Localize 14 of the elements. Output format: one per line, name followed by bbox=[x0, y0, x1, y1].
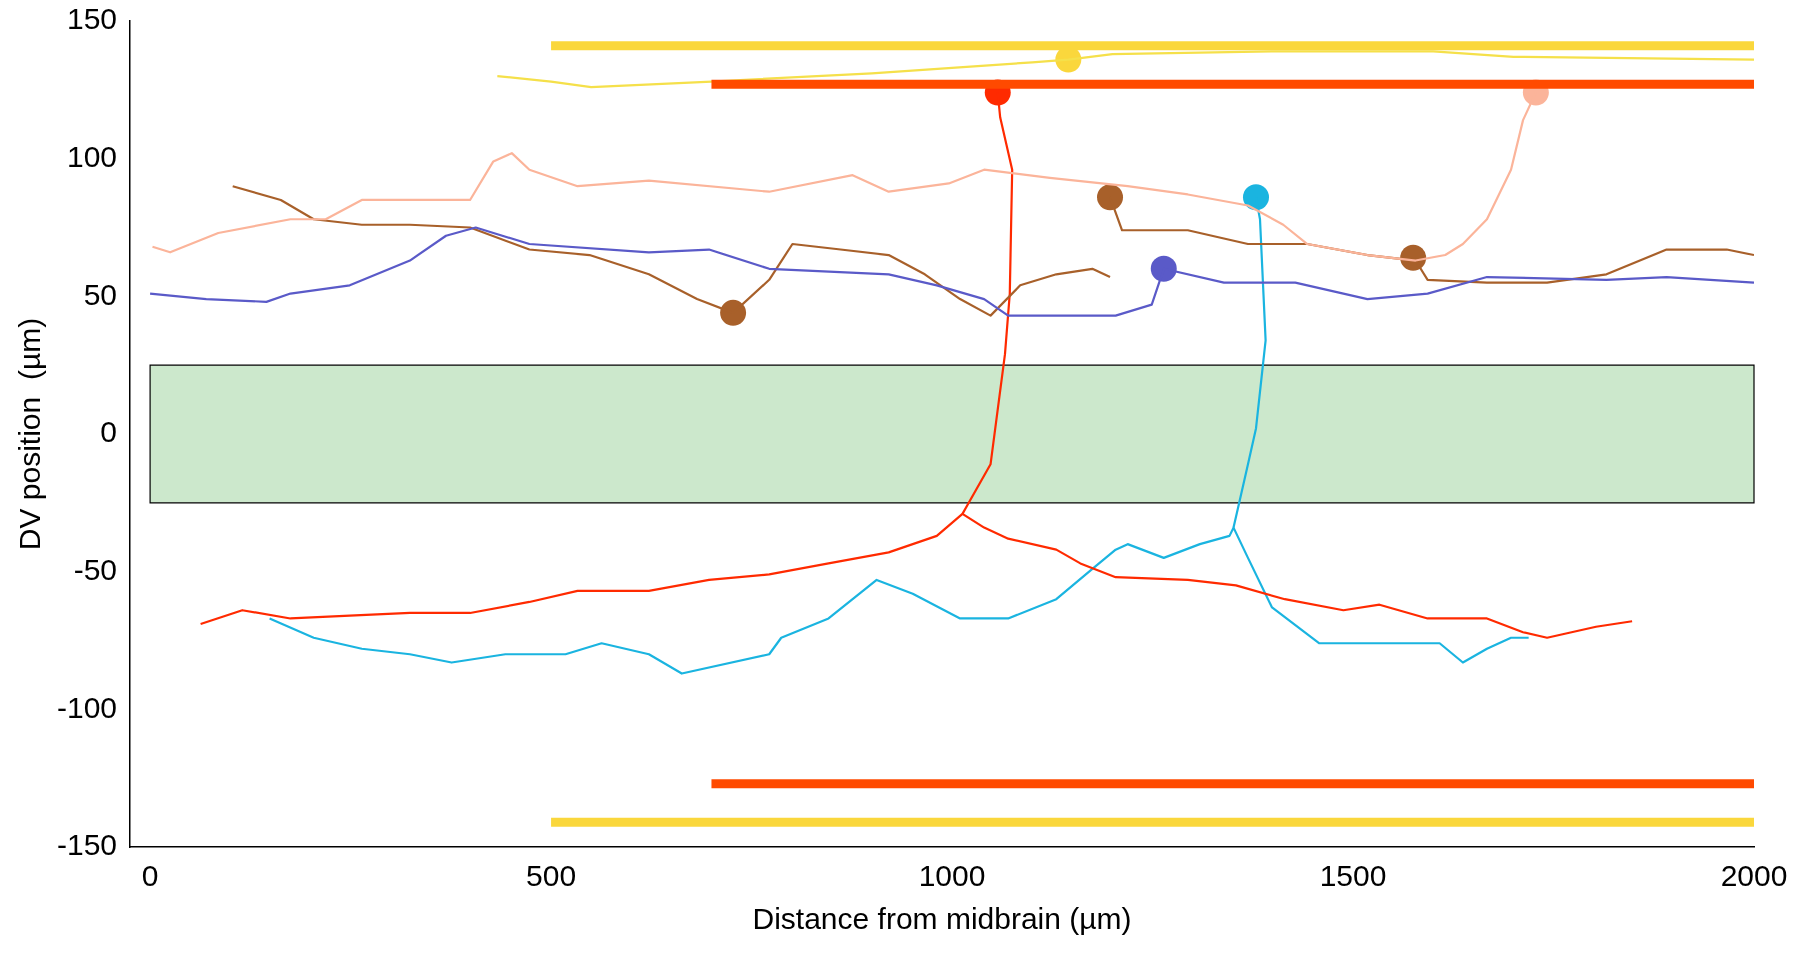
x-tick-label: 1000 bbox=[918, 859, 986, 893]
x-tick-label: 0 bbox=[141, 859, 159, 893]
y-axis-title: DV position (µm) bbox=[13, 317, 47, 551]
y-tick-label: 50 bbox=[83, 277, 118, 311]
y-tick-label: 100 bbox=[66, 139, 118, 173]
x-tick-label: 1500 bbox=[1319, 859, 1387, 893]
y-tick-label: 0 bbox=[100, 415, 118, 449]
x-tick-label: 2000 bbox=[1720, 859, 1788, 893]
x-tick-label: 500 bbox=[526, 859, 577, 893]
x-axis-title: Distance from midbrain (µm) bbox=[752, 902, 1132, 936]
y-tick-label: -50 bbox=[73, 552, 118, 586]
y-tick-label: 150 bbox=[66, 2, 118, 36]
y-tick-label: -100 bbox=[57, 690, 118, 724]
y-tick-label: -150 bbox=[57, 828, 118, 862]
